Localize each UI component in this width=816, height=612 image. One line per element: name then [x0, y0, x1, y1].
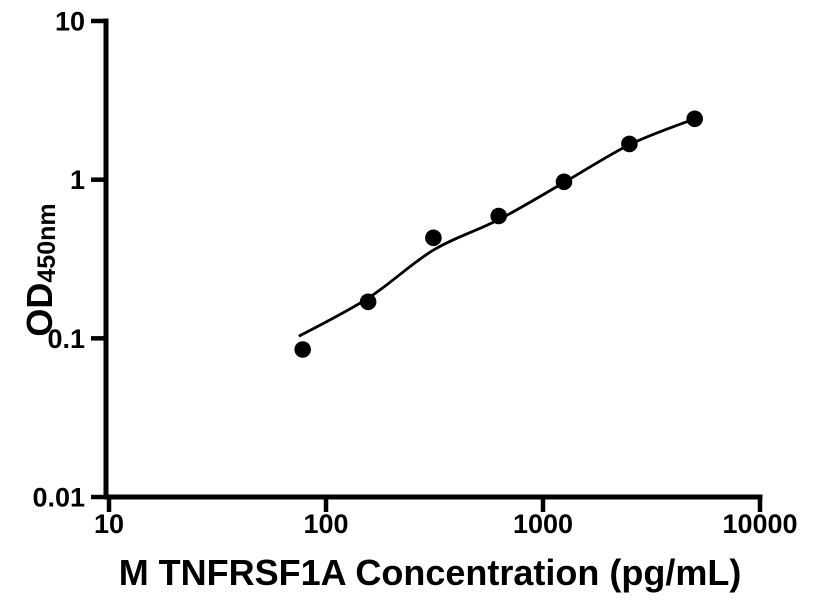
y-axis-title-main: OD	[19, 282, 60, 337]
data-point	[425, 229, 442, 247]
data-point	[359, 293, 377, 311]
axis-spine	[103, 18, 763, 500]
data-point	[294, 341, 312, 358]
x-axis-tick-label: 10000	[722, 509, 797, 539]
data-point	[621, 135, 638, 153]
y-axis-title-subscript: 450nm	[32, 203, 61, 283]
y-axis-tick-label: 10	[55, 7, 85, 37]
data-point	[490, 207, 508, 225]
y-axis-tick-label: 0.1	[47, 324, 85, 354]
y-axis-tick-label: 1	[70, 165, 85, 195]
data-point	[555, 173, 573, 191]
x-axis-tick-label: 100	[303, 509, 348, 539]
y-axis-tick-label: 0.01	[32, 483, 85, 513]
y-axis-title: OD 450nm	[18, 160, 62, 380]
fit-curve-line	[298, 117, 696, 338]
x-axis-tick-label: 10	[94, 509, 124, 539]
x-axis-tick-label: 1000	[513, 509, 573, 539]
data-point	[686, 110, 703, 128]
x-axis-title: M TNFRSF1A Concentration (pg/mL)	[118, 552, 742, 593]
